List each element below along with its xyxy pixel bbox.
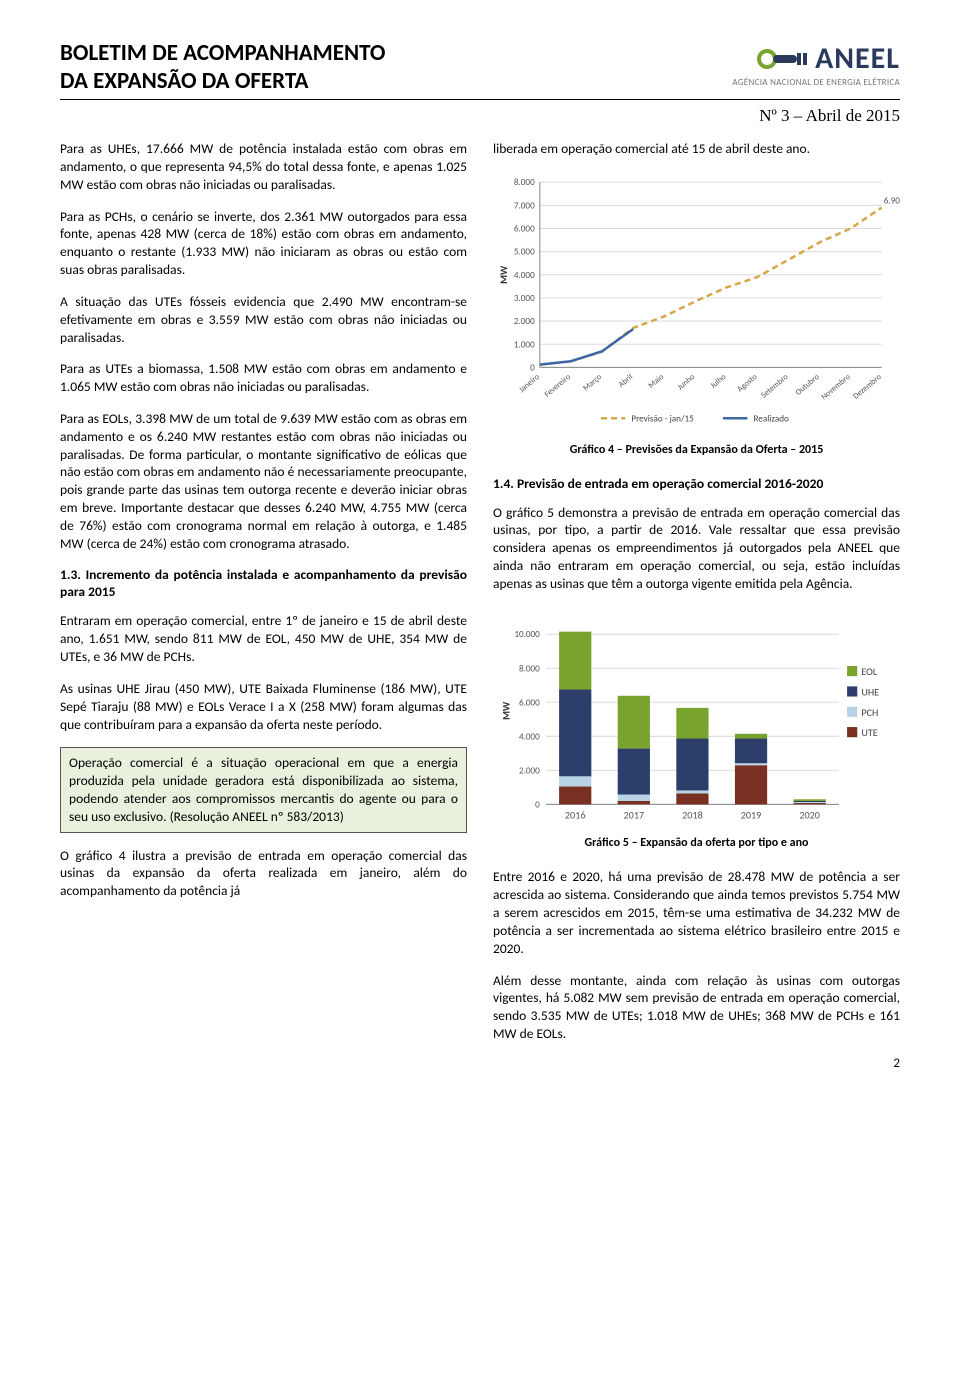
aneel-logo: ANEEL xyxy=(732,40,900,77)
svg-text:Fevereiro: Fevereiro xyxy=(543,372,573,400)
svg-text:2016: 2016 xyxy=(565,808,586,821)
svg-text:3.000: 3.000 xyxy=(514,293,535,304)
content-columns: Para as UHEs, 17.666 MW de potência inst… xyxy=(60,140,900,1057)
svg-text:UHE: UHE xyxy=(861,685,879,698)
left-column: Para as UHEs, 17.666 MW de potência inst… xyxy=(60,140,467,1057)
chart-5-stacked-bar: 0 2.000 4.000 6.000 8.000 10.000 MW 2016 2017 201… xyxy=(493,607,900,831)
svg-text:MW: MW xyxy=(499,701,512,720)
bulletin-title: BOLETIM DE ACOMPANHAMENTO DA EXPANSÃO DA… xyxy=(60,40,385,95)
paragraph: Entraram em operação comercial, entre 1º… xyxy=(60,612,467,665)
svg-text:EOL: EOL xyxy=(861,665,878,678)
svg-text:6.000: 6.000 xyxy=(519,697,540,708)
paragraph: Para as PCHs, o cenário se inverte, dos … xyxy=(60,208,467,279)
issue-number: Nº 3 – Abril de 2015 xyxy=(60,106,900,126)
svg-text:Previsão - jan/15: Previsão - jan/15 xyxy=(631,413,694,424)
svg-text:Maio: Maio xyxy=(647,372,666,391)
svg-text:MW: MW xyxy=(497,265,510,284)
svg-text:UTE: UTE xyxy=(861,726,877,739)
svg-text:Novembro: Novembro xyxy=(819,372,852,402)
chart-5-caption: Gráfico 5 – Expansão da oferta por tipo … xyxy=(493,836,900,850)
svg-text:Junho: Junho xyxy=(676,372,698,392)
page-number: 2 xyxy=(893,1056,900,1071)
svg-text:Julho: Julho xyxy=(709,372,729,391)
logo-subtitle: AGÊNCIA NACIONAL DE ENERGIA ELÉTRICA xyxy=(732,77,900,88)
paragraph: Para as EOLs, 3.398 MW de um total de 9.… xyxy=(60,410,467,553)
svg-text:7.000: 7.000 xyxy=(514,200,535,211)
svg-text:Realizado: Realizado xyxy=(753,413,789,424)
svg-text:2017: 2017 xyxy=(624,808,645,821)
chart-4-caption: Gráfico 4 – Previsões da Expansão da Ofe… xyxy=(493,443,900,457)
title-line-1: BOLETIM DE ACOMPANHAMENTO xyxy=(60,40,385,68)
svg-text:2.000: 2.000 xyxy=(514,316,535,327)
svg-text:6.904: 6.904 xyxy=(884,195,900,206)
title-line-2: DA EXPANSÃO DA OFERTA xyxy=(60,68,385,96)
chart-4-line: 01.0002.0003.0004.0005.0006.0007.0008.00… xyxy=(493,172,900,437)
svg-text:PCH: PCH xyxy=(861,705,878,718)
section-1-4-title: 1.4. Previsão de entrada em operação com… xyxy=(493,475,900,492)
svg-text:8.000: 8.000 xyxy=(514,177,535,188)
section-1-3-title: 1.3. Incremento da potência instalada e … xyxy=(60,566,467,600)
svg-text:Dezembro: Dezembro xyxy=(851,372,883,401)
svg-text:2019: 2019 xyxy=(741,808,762,821)
definition-callout: Operação comercial é a situação operacio… xyxy=(60,747,467,832)
paragraph: liberada em operação comercial até 15 de… xyxy=(493,140,900,158)
svg-text:4.000: 4.000 xyxy=(514,270,535,281)
svg-text:2020: 2020 xyxy=(799,808,820,821)
logo-block: ANEEL AGÊNCIA NACIONAL DE ENERGIA ELÉTRI… xyxy=(732,40,900,88)
svg-text:2.000: 2.000 xyxy=(519,765,540,776)
svg-text:Janeiro: Janeiro xyxy=(517,372,542,395)
paragraph: O gráfico 4 ilustra a previsão de entrad… xyxy=(60,847,467,900)
svg-text:6.000: 6.000 xyxy=(514,224,535,235)
paragraph: As usinas UHE Jirau (450 MW), UTE Baixad… xyxy=(60,680,467,733)
page: BOLETIM DE ACOMPANHAMENTO DA EXPANSÃO DA… xyxy=(0,0,960,1087)
svg-text:Outubro: Outubro xyxy=(794,372,822,398)
svg-text:Abril: Abril xyxy=(617,372,635,390)
svg-text:4.000: 4.000 xyxy=(519,731,540,742)
paragraph: Além desse montante, ainda com relação à… xyxy=(493,972,900,1043)
logo-text: ANEEL xyxy=(815,40,900,77)
paragraph: Para as UTEs a biomassa, 1.508 MW estão … xyxy=(60,360,467,396)
paragraph: A situação das UTEs fósseis evidencia qu… xyxy=(60,293,467,346)
svg-text:2018: 2018 xyxy=(682,808,703,821)
svg-text:Agosto: Agosto xyxy=(735,372,759,394)
svg-text:0: 0 xyxy=(535,799,540,810)
paragraph: Para as UHEs, 17.666 MW de potência inst… xyxy=(60,140,467,193)
svg-text:Setembro: Setembro xyxy=(759,372,790,400)
page-header: BOLETIM DE ACOMPANHAMENTO DA EXPANSÃO DA… xyxy=(60,40,900,100)
svg-text:1.000: 1.000 xyxy=(514,339,535,350)
svg-text:Março: Março xyxy=(581,372,604,393)
paragraph: Entre 2016 e 2020, há uma previsão de 28… xyxy=(493,868,900,957)
aneel-logo-icon xyxy=(757,44,809,74)
svg-text:5.000: 5.000 xyxy=(514,247,535,258)
paragraph: O gráfico 5 demonstra a previsão de entr… xyxy=(493,504,900,593)
svg-text:8.000: 8.000 xyxy=(519,663,540,674)
right-column: liberada em operação comercial até 15 de… xyxy=(493,140,900,1057)
svg-text:10.000: 10.000 xyxy=(514,629,540,640)
